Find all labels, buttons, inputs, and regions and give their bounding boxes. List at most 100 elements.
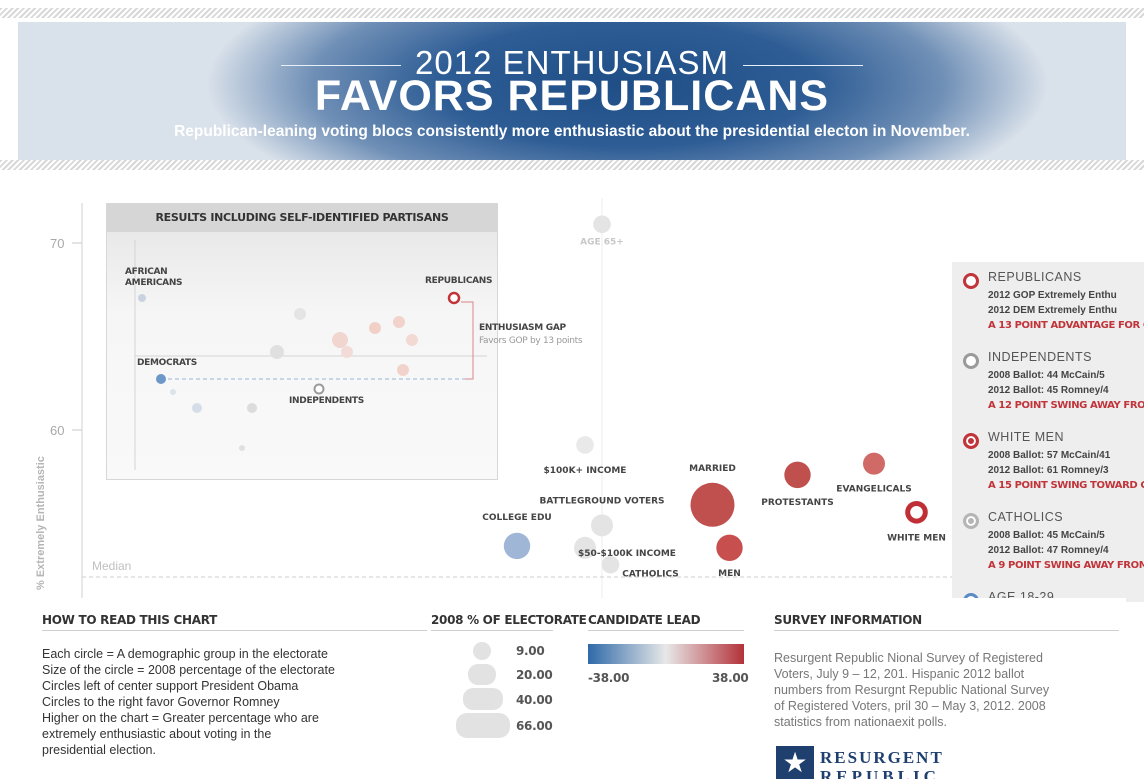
inset-label-gap-note: Favors GOP by 13 points [479, 336, 583, 346]
survey-text: Resurgent Republic Nional Survey of Regi… [774, 650, 1119, 730]
legend-note: A 9 POINT SWING AWAY FROM [988, 560, 1144, 571]
inset-bubble-faint-6 [294, 308, 306, 320]
inset-bubble-faint-3 [192, 403, 202, 413]
y-axis-label: % Extremely Enthusiastic [35, 456, 47, 590]
bubble-label-age-65-: AGE 65+ [580, 237, 624, 247]
inset-label-independents: INDEPENDENTS [289, 396, 364, 406]
how-to-line-1: Each circle = A demographic group in the… [42, 647, 328, 661]
bubble-label-men: MEN [718, 569, 741, 579]
banner-subtitle: Republican-leaning voting blocs consiste… [174, 123, 970, 140]
legend-title: WHITE MEN [988, 430, 1065, 444]
bubble-label-evangelicals: EVANGELICALS [836, 485, 911, 495]
size-key-value-4: 66.00 [516, 719, 553, 733]
survey-line-4: of Registered Voters, pril 30 – May 3, 2… [774, 699, 1046, 713]
inset-bubble-faint-12 [397, 364, 409, 376]
logo-star-icon: ★ [776, 746, 814, 779]
bubble-evangelicals [863, 452, 885, 475]
candidate-lead-gradient [588, 644, 744, 664]
how-to-line-7: presidential election. [42, 743, 156, 757]
bubble-label-catholics: CATHOLICS [622, 570, 679, 580]
legend-line-2: 2012 Ballot: 61 Romney/3 [988, 465, 1109, 476]
legend-note: A 12 POINT SWING AWAY FROM [988, 400, 1144, 411]
legend-line-1: 2008 Ballot: 44 McCain/5 [988, 370, 1105, 381]
bubble-white-men [905, 500, 928, 524]
legend-note: A 15 POINT SWING TOWARD GO [988, 480, 1144, 491]
bubble-label--50-100k-income: $50-$100K INCOME [578, 549, 676, 559]
bubble-label-married: MARRIED [689, 464, 736, 474]
banner-title-top-row: 2012 ENTHUSIASM [18, 44, 1126, 82]
inset-label-african-americans: AFRICAN AMERICANS [125, 267, 183, 288]
inset-bubble-faint-9 [369, 322, 381, 334]
inset-label-republicans: REPUBLICANS [425, 276, 493, 286]
banner-bottom-stripes [0, 160, 1144, 170]
bottom-key-area: HOW TO READ THIS CHART Each circle = A d… [18, 598, 1126, 779]
inset-bubble-faint-8 [341, 346, 353, 358]
bubble-catholics [601, 555, 620, 574]
inset-label-democrats: DEMOCRATS [137, 358, 197, 368]
bubble-age-65- [593, 215, 611, 234]
legend-line-1: 2008 Ballot: 45 McCain/5 [988, 530, 1105, 541]
lead-key-max: 38.00 [712, 671, 749, 685]
size-key-rule [431, 630, 553, 631]
bubble-label-battleground-voters: BATTLEGROUND VOTERS [539, 496, 664, 506]
inset-plot [134, 240, 487, 470]
top-stripes [0, 8, 1144, 18]
inset-democrats-marker [156, 374, 166, 384]
inset-bubble-faint-5 [270, 345, 284, 359]
bubble-protestants [784, 461, 811, 489]
y-tick-label-60: 60 [50, 423, 64, 438]
legend-line-2: 2012 DEM Extremely Enthu [988, 305, 1117, 316]
inset-bubble-faint-1 [138, 294, 146, 302]
data-points: AGE 65+ $100K+ INCOME MARRIED PROTESTANTSEV… [482, 215, 946, 580]
size-key-value-1: 9.00 [516, 644, 545, 658]
banner-title-main: FAVORS REPUBLICANS [314, 72, 830, 120]
legend-title: CATHOLICS [988, 510, 1064, 524]
inset-gap-bracket [461, 301, 474, 380]
y-tick-label-70: 70 [50, 236, 64, 251]
legend-note: A 13 POINT ADVANTAGE FOR GO [988, 320, 1144, 331]
median-label: Median [92, 559, 131, 573]
legend-title: INDEPENDENTS [988, 350, 1092, 364]
how-to-title: HOW TO READ THIS CHART [42, 613, 218, 627]
inset-bubble-faint-10 [393, 316, 405, 328]
title-rule-right [742, 64, 863, 66]
bubble-label-college-edu: COLLEGE EDU [482, 513, 551, 523]
inset-label-gap-title: ENTHUSIASM GAP [479, 323, 566, 333]
lead-key-title: CANDIDATE LEAD [588, 613, 701, 627]
legend-marker-icon [963, 433, 979, 449]
bubble-label-protestants: PROTESTANTS [761, 498, 834, 508]
bubble-label--100k-income: $100K+ INCOME [544, 466, 627, 476]
bubble-battleground-voters [591, 514, 613, 537]
legend-line-2: 2012 Ballot: 47 Romney/4 [988, 545, 1109, 556]
size-key-swatch-4 [456, 713, 510, 738]
how-to-line-3: Circles left of center support President… [42, 679, 299, 693]
size-key-swatch-1 [473, 642, 491, 660]
legend-marker-icon [963, 593, 979, 602]
legend-item-white-men: WHITE MEN 2008 Ballot: 57 McCain/41 2012 B… [952, 430, 1144, 506]
group-legend-panel: REPUBLICANS 2012 GOP Extremely Enthu 2012 … [952, 262, 1144, 602]
size-key-swatch-2 [468, 664, 496, 685]
legend-item-republicans: REPUBLICANS 2012 GOP Extremely Enthu 2012 … [952, 270, 1144, 346]
banner-title-top: 2012 ENTHUSIASM [415, 44, 729, 81]
size-key-swatch-3 [463, 688, 503, 710]
bubble--100k-income [576, 436, 594, 454]
bubble-college-edu [503, 532, 531, 560]
legend-item-independents: INDEPENDENTS 2008 Ballot: 44 McCain/5 2012… [952, 350, 1144, 426]
inset-header: RESULTS INCLUDING SELF-IDENTIFIED PARTIS… [107, 204, 497, 232]
survey-line-3: numbers from Resurgnt Republic National … [774, 683, 1050, 697]
size-key-value-2: 20.00 [516, 668, 553, 682]
title-rule-left [281, 64, 402, 66]
how-to-line-4: Circles to the right favor Governor Romn… [42, 695, 280, 709]
size-key-value-3: 40.00 [516, 693, 553, 707]
inset-bubble-faint-11 [406, 334, 418, 346]
legend-line-2: 2012 Ballot: 45 Romney/4 [988, 385, 1109, 396]
title-banner: 2012 ENTHUSIASM FAVORS REPUBLICANS Repub… [18, 22, 1126, 160]
how-to-line-6: extremely enthusiastic about voting in t… [42, 727, 272, 741]
lead-key-min: -38.00 [588, 671, 630, 685]
legend-marker-icon [963, 353, 979, 369]
survey-line-1: Resurgent Republic Nional Survey of Regi… [774, 651, 1043, 665]
inset-bubble-faint-7 [332, 332, 348, 348]
inset-republicans-marker [447, 291, 461, 305]
legend-item-catholics: CATHOLICS 2008 Ballot: 45 McCain/5 2012 Ba… [952, 510, 1144, 586]
lead-key-rule [588, 630, 744, 631]
